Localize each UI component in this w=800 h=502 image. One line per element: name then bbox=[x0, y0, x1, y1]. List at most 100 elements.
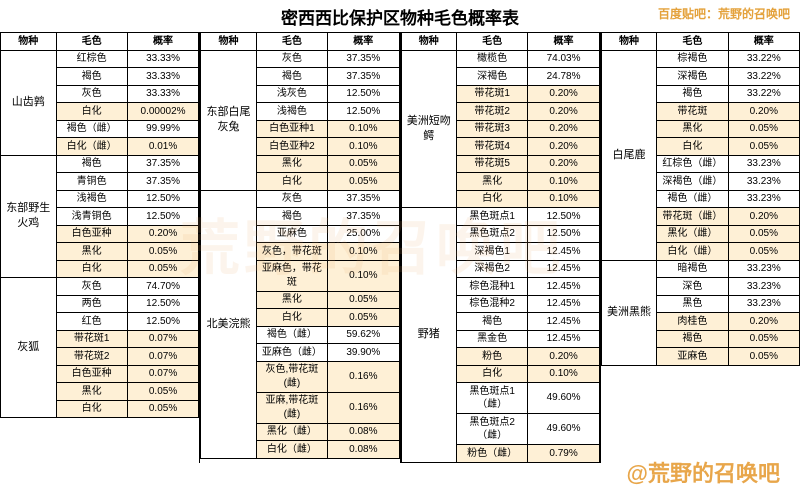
color-cell: 白化（雌） bbox=[56, 138, 127, 156]
prob-cell: 0.10% bbox=[328, 120, 399, 138]
color-cell: 褐色 bbox=[657, 85, 728, 103]
color-cell: 带花斑3 bbox=[457, 120, 528, 138]
color-cell: 带花斑（雌） bbox=[657, 208, 728, 226]
color-cell: 白色亚种 bbox=[56, 365, 127, 383]
species-cell: 美洲短吻鳄 bbox=[401, 50, 457, 208]
prob-cell: 0.05% bbox=[728, 138, 799, 156]
species-cell: 野猪 bbox=[401, 208, 457, 463]
color-cell: 红棕色 bbox=[56, 50, 127, 68]
species-cell: 灰狐 bbox=[1, 278, 57, 418]
prob-cell: 12.45% bbox=[528, 330, 599, 348]
color-cell: 浅青铜色 bbox=[56, 208, 127, 226]
color-cell: 白色亚种 bbox=[56, 225, 127, 243]
color-cell: 深褐色 bbox=[457, 68, 528, 86]
color-cell: 白色亚种1 bbox=[256, 120, 327, 138]
table-row: 东部野生火鸡褐色37.35% bbox=[1, 155, 199, 173]
prob-cell: 74.70% bbox=[127, 278, 198, 296]
color-cell: 褐色 bbox=[256, 208, 327, 226]
color-cell: 黑色斑点1（雌） bbox=[457, 383, 528, 414]
species-cell: 白尾鹿 bbox=[601, 50, 657, 260]
color-cell: 灰色 bbox=[56, 278, 127, 296]
color-cell: 褐色（雌） bbox=[256, 326, 327, 344]
prob-cell: 0.07% bbox=[127, 330, 198, 348]
color-cell: 深褐色2 bbox=[457, 260, 528, 278]
prob-cell: 0.20% bbox=[528, 120, 599, 138]
prob-cell: 12.45% bbox=[528, 278, 599, 296]
color-cell: 黑色斑点2 bbox=[457, 225, 528, 243]
color-cell: 白化 bbox=[457, 365, 528, 383]
color-cell: 红色 bbox=[56, 313, 127, 331]
prob-cell: 37.35% bbox=[127, 173, 198, 191]
prob-cell: 24.78% bbox=[528, 68, 599, 86]
col-header-prob: 概率 bbox=[728, 33, 799, 50]
color-cell: 白化 bbox=[56, 103, 127, 121]
color-cell: 棕褐色 bbox=[657, 50, 728, 68]
col-header-color: 毛色 bbox=[56, 33, 127, 50]
prob-cell: 0.10% bbox=[328, 260, 399, 291]
species-cell: 东部野生火鸡 bbox=[1, 155, 57, 278]
prob-cell: 0.10% bbox=[328, 138, 399, 156]
prob-cell: 0.05% bbox=[728, 225, 799, 243]
prob-cell: 0.20% bbox=[728, 103, 799, 121]
prob-cell: 59.62% bbox=[328, 326, 399, 344]
color-cell: 白化 bbox=[256, 173, 327, 191]
color-cell: 棕色混种2 bbox=[457, 295, 528, 313]
prob-cell: 12.50% bbox=[328, 85, 399, 103]
prob-cell: 12.45% bbox=[528, 243, 599, 261]
table-row: 白尾鹿棕褐色33.22% bbox=[601, 50, 799, 68]
color-cell: 亚麻色 bbox=[256, 225, 327, 243]
color-cell: 褐色 bbox=[657, 330, 728, 348]
table-row: 山齿鹑红棕色33.33% bbox=[1, 50, 199, 68]
color-cell: 黑化（雌） bbox=[657, 225, 728, 243]
prob-cell: 12.50% bbox=[127, 190, 198, 208]
col-header-species: 物种 bbox=[401, 33, 457, 50]
prob-cell: 0.10% bbox=[328, 243, 399, 261]
prob-cell: 12.50% bbox=[528, 225, 599, 243]
color-cell: 黑化 bbox=[56, 383, 127, 401]
prob-cell: 12.50% bbox=[528, 208, 599, 226]
prob-cell: 33.33% bbox=[127, 68, 198, 86]
prob-cell: 33.23% bbox=[728, 278, 799, 296]
prob-cell: 0.05% bbox=[328, 309, 399, 327]
color-cell: 黑色斑点2（雌） bbox=[457, 414, 528, 445]
prob-cell: 0.05% bbox=[728, 243, 799, 261]
col-header-prob: 概率 bbox=[528, 33, 599, 50]
prob-cell: 0.20% bbox=[127, 225, 198, 243]
color-cell: 白化 bbox=[56, 260, 127, 278]
prob-cell: 0.05% bbox=[328, 291, 399, 309]
prob-cell: 12.45% bbox=[528, 260, 599, 278]
prob-cell: 12.50% bbox=[328, 103, 399, 121]
prob-cell: 33.22% bbox=[728, 68, 799, 86]
col-header-species: 物种 bbox=[201, 33, 257, 50]
color-cell: 灰色 bbox=[256, 190, 327, 208]
color-cell: 白化 bbox=[457, 190, 528, 208]
prob-cell: 49.60% bbox=[528, 383, 599, 414]
prob-cell: 33.33% bbox=[127, 85, 198, 103]
color-cell: 亚麻,带花斑(雌) bbox=[256, 392, 327, 423]
color-cell: 浅褐色 bbox=[256, 103, 327, 121]
table-row: 北美浣熊灰色37.35% bbox=[201, 190, 399, 208]
prob-cell: 0.10% bbox=[528, 190, 599, 208]
color-cell: 亚麻色，带花斑 bbox=[256, 260, 327, 291]
color-cell: 黑化 bbox=[56, 243, 127, 261]
prob-cell: 0.07% bbox=[127, 348, 198, 366]
table-row: 东部白尾灰兔灰色37.35% bbox=[201, 50, 399, 68]
color-cell: 白化 bbox=[657, 138, 728, 156]
color-cell: 褐色（雌） bbox=[657, 190, 728, 208]
color-cell: 深褐色 bbox=[657, 68, 728, 86]
prob-cell: 0.20% bbox=[528, 103, 599, 121]
color-cell: 带花斑4 bbox=[457, 138, 528, 156]
prob-cell: 12.50% bbox=[127, 295, 198, 313]
color-cell: 深褐色（雌） bbox=[657, 173, 728, 191]
color-cell: 两色 bbox=[56, 295, 127, 313]
color-cell: 亚麻色（雌） bbox=[256, 344, 327, 362]
prob-cell: 0.00002% bbox=[127, 103, 198, 121]
color-cell: 黑化 bbox=[457, 173, 528, 191]
prob-cell: 0.05% bbox=[728, 120, 799, 138]
prob-cell: 0.01% bbox=[127, 138, 198, 156]
color-cell: 带花斑2 bbox=[457, 103, 528, 121]
prob-cell: 0.10% bbox=[528, 173, 599, 191]
color-cell: 灰色，带花斑 bbox=[256, 243, 327, 261]
prob-cell: 0.05% bbox=[127, 243, 198, 261]
color-cell: 白化（雌） bbox=[256, 441, 327, 459]
